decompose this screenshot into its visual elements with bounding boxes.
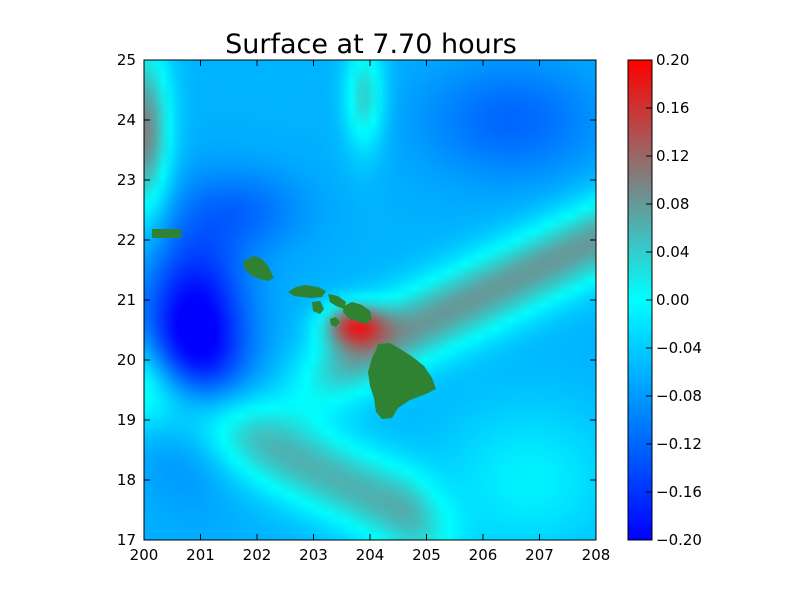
island-maui	[343, 302, 372, 324]
x-tick-label: 208	[582, 546, 611, 564]
y-tick-label: 21	[117, 291, 136, 309]
island-lanai	[312, 301, 324, 314]
x-tick-label: 201	[186, 546, 215, 564]
x-tick-label: 200	[130, 546, 159, 564]
y-tick-label: 20	[117, 351, 136, 369]
island-hawaii	[368, 343, 436, 419]
y-tick-label: 18	[117, 471, 136, 489]
y-tick-label: 25	[117, 51, 136, 69]
island-kahoolawe	[330, 317, 340, 327]
colorbar-tick-label: 0.16	[656, 99, 689, 117]
y-tick-label: 19	[117, 411, 136, 429]
colorbar: 0.20 0.16 0.12 0.08 0.04 0.00 −0.04 −0.08 −0.12 −…	[627, 51, 702, 549]
colorbar-tick-label: −0.16	[656, 483, 702, 501]
colorbar-ticks: 0.20 0.16 0.12 0.08 0.04 0.00 −0.04 −0.08 −0.12 −…	[646, 51, 702, 549]
island-kauai	[243, 256, 274, 281]
island-niihau	[152, 229, 181, 238]
x-tick-label: 204	[356, 546, 385, 564]
colorbar-tick-label: 0.04	[656, 243, 689, 261]
chart-title: Surface at 7.70 hours	[225, 29, 517, 60]
colorbar-tick-label: 0.12	[656, 147, 689, 165]
colorbar-tick-label: −0.12	[656, 435, 702, 453]
colorbar-tick-label: 0.00	[656, 291, 689, 309]
x-axis: 200 201 202 203 204 205 206 207 208	[130, 60, 611, 564]
colorbar-tick-label: −0.04	[656, 339, 702, 357]
y-tick-label: 22	[117, 231, 136, 249]
island-molokai	[328, 294, 346, 309]
x-tick-label: 206	[469, 546, 498, 564]
x-tick-label: 203	[299, 546, 328, 564]
colorbar-tick-label: −0.08	[656, 387, 702, 405]
land-masses	[152, 229, 436, 419]
x-tick-label: 205	[412, 546, 441, 564]
colorbar-tick-label: −0.20	[656, 531, 702, 549]
x-tick-label: 202	[243, 546, 272, 564]
y-tick-label: 17	[117, 531, 136, 549]
x-tick-label: 207	[525, 546, 554, 564]
island-oahu	[288, 285, 326, 298]
plot-area	[143, 59, 597, 541]
y-axis: 17 18 19 20 21 22 23 24 25	[117, 51, 596, 549]
y-tick-label: 23	[117, 171, 136, 189]
colorbar-tick-label: 0.08	[656, 195, 689, 213]
surface-heatmap	[144, 60, 596, 540]
y-tick-label: 24	[117, 111, 136, 129]
colorbar-tick-label: 0.20	[656, 51, 689, 69]
